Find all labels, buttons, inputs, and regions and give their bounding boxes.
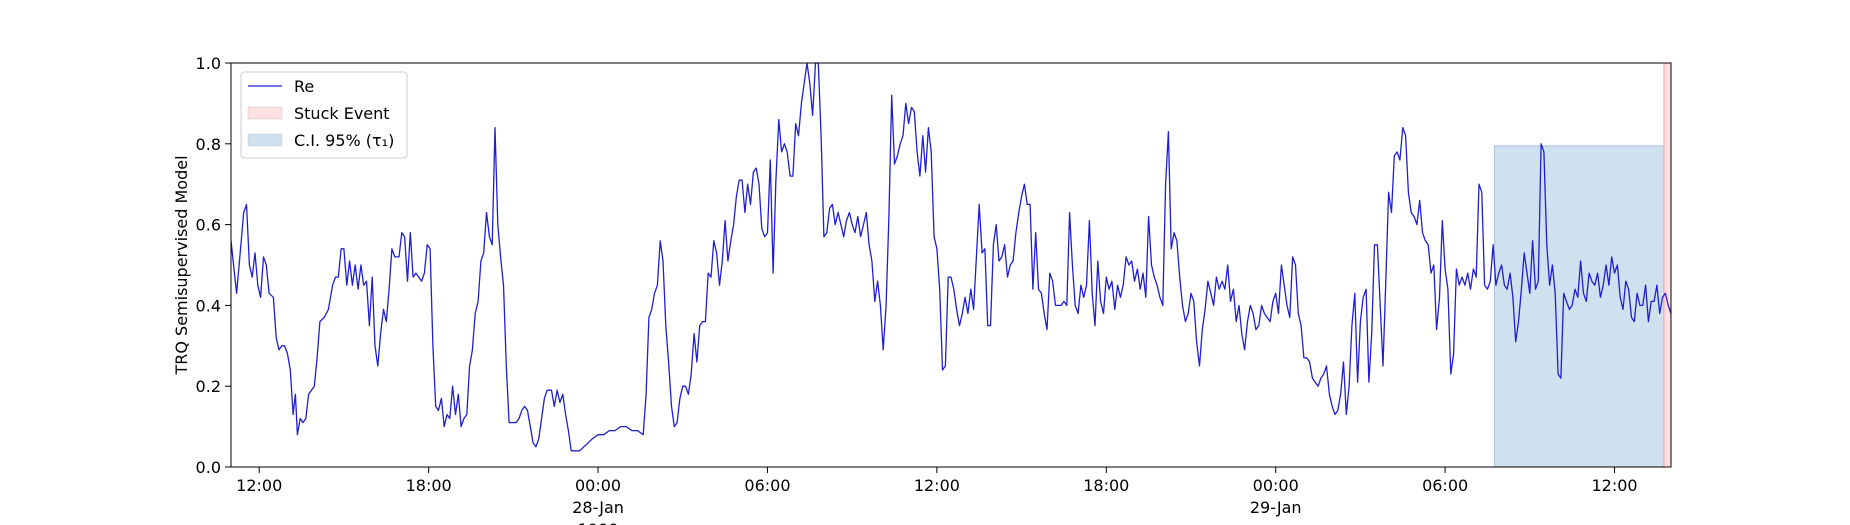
legend-label: Re xyxy=(294,77,314,96)
legend-label: Stuck Event xyxy=(294,104,390,123)
legend-box xyxy=(240,71,408,159)
x-tick-label: 00:00 xyxy=(1253,476,1299,495)
series-layer xyxy=(230,62,1672,452)
legend-label: C.I. 95% (τ₁) xyxy=(294,131,394,150)
x-tick-label: 18:00 xyxy=(1083,476,1129,495)
x-tick-sublabel: 29-Jan xyxy=(1250,498,1302,517)
y-tick-label: 0.2 xyxy=(196,377,221,396)
x-tick-label: 06:00 xyxy=(1422,476,1468,495)
x-tick-label: 06:00 xyxy=(744,476,790,495)
plot-background xyxy=(231,63,1671,467)
legend: Re Stuck Event C.I. 95% (τ₁) xyxy=(240,71,408,159)
y-tick-label: 0.6 xyxy=(196,216,221,235)
legend-swatch-patch xyxy=(247,106,283,120)
x-tick-label: 18:00 xyxy=(406,476,452,495)
x-tick-label: 12:00 xyxy=(1591,476,1637,495)
legend-swatch-patch xyxy=(247,133,283,147)
series-line-0 xyxy=(230,62,1672,452)
x-tick-label: 12:00 xyxy=(236,476,282,495)
x-tick-label: 00:00 xyxy=(575,476,621,495)
x-axis: 12:00 18:00 00:00 28-Jan 1900 06:00 12:00 18:00… xyxy=(236,467,1638,525)
y-tick-label: 1.0 xyxy=(196,54,221,73)
y-axis-title: TRQ Semisupervised Model xyxy=(172,155,191,375)
y-axis: 0.0 0.2 0.4 0.6 0.8 1.0 xyxy=(196,54,231,477)
axes-frame xyxy=(230,62,1672,468)
x-tick-label: 12:00 xyxy=(914,476,960,495)
y-tick-label: 0.0 xyxy=(196,458,221,477)
x-tick-sublabel: 28-Jan xyxy=(572,498,624,517)
y-tick-label: 0.8 xyxy=(196,135,221,154)
x-tick-sublabel-year: 1900 xyxy=(578,520,619,525)
y-tick-label: 0.4 xyxy=(196,296,221,315)
stuck-event-region xyxy=(1663,62,1672,468)
